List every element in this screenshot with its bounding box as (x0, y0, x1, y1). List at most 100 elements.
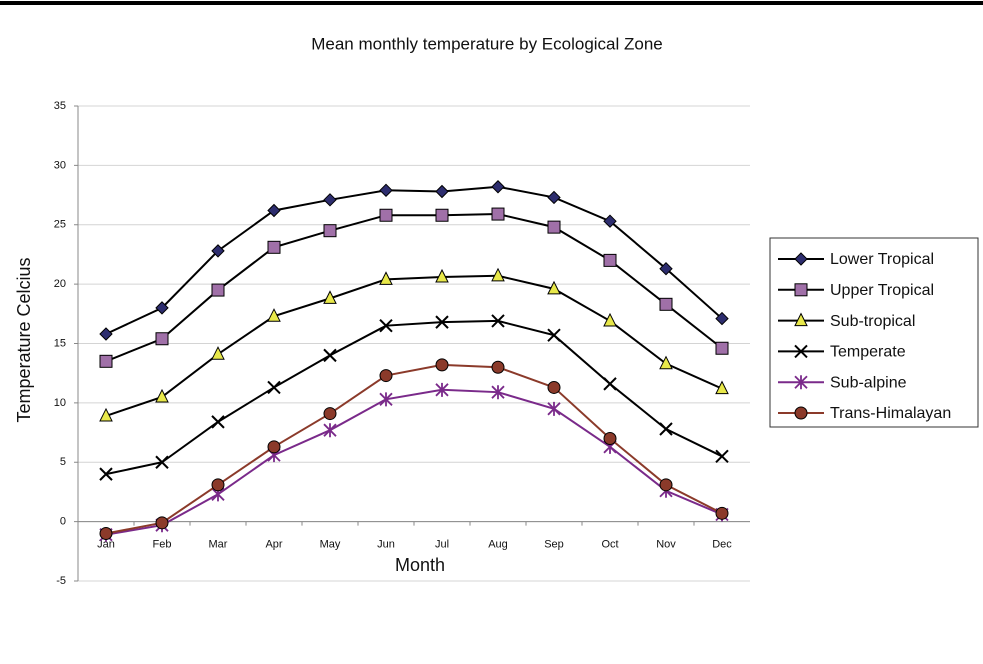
x-axis-title: Month (395, 555, 445, 575)
marker (435, 358, 449, 372)
marker (547, 380, 561, 394)
marker (379, 271, 393, 285)
marker (155, 455, 169, 469)
x-tick-label: Nov (656, 539, 676, 551)
legend-label: Upper Tropical (830, 282, 934, 299)
marker (155, 516, 169, 530)
y-tick-label: 20 (54, 278, 66, 290)
series-line (105, 213, 723, 363)
marker (267, 240, 281, 254)
marker (659, 261, 673, 276)
series-line (105, 388, 723, 536)
marker (547, 190, 561, 205)
marker (267, 440, 281, 454)
legend-label: Trans-Himalayan (830, 405, 951, 422)
marker (603, 432, 617, 445)
marker (491, 207, 505, 221)
y-tick-label: 0 (60, 516, 66, 528)
marker (99, 467, 113, 481)
marker (603, 377, 617, 391)
y-tick-label: 25 (54, 219, 66, 231)
legend-label: Sub-tropical (830, 313, 915, 330)
marker (323, 423, 337, 438)
marker (491, 267, 505, 282)
marker (794, 344, 808, 359)
marker (603, 253, 617, 267)
marker (435, 184, 449, 199)
marker (435, 315, 449, 329)
marker (794, 312, 808, 327)
marker (715, 341, 729, 355)
marker (603, 214, 617, 228)
marker (435, 208, 449, 222)
marker (491, 180, 505, 194)
y-tick-label: 35 (54, 100, 66, 112)
marker (267, 203, 281, 218)
marker (491, 314, 505, 328)
marker (491, 360, 505, 374)
marker (715, 506, 729, 520)
series-line (105, 185, 723, 335)
series-line (105, 274, 723, 417)
marker (211, 244, 225, 258)
marker (659, 422, 673, 436)
x-tick-label: May (320, 539, 341, 551)
marker (435, 382, 449, 397)
marker (794, 252, 808, 266)
marker (379, 369, 393, 383)
legend-label: Temperate (830, 344, 906, 361)
y-tick-label: 10 (54, 397, 66, 409)
marker (491, 385, 505, 400)
marker (323, 290, 337, 304)
legend-label: Lower Tropical (830, 251, 934, 268)
x-tick-label: Jul (435, 539, 449, 551)
marker (435, 268, 449, 283)
y-tick-label: -5 (56, 575, 66, 587)
marker (267, 308, 281, 322)
y-axis-title: Temperature Celcius (14, 257, 34, 422)
x-tick-label: Mar (209, 539, 228, 551)
legend-box (769, 237, 979, 428)
marker (659, 297, 673, 311)
x-tick-label: Oct (601, 539, 618, 551)
legend-label: Sub-alpine (830, 374, 907, 391)
marker (155, 388, 169, 403)
series-line (105, 319, 723, 476)
x-tick-label: Feb (153, 539, 172, 551)
marker (379, 392, 393, 407)
marker (715, 311, 729, 326)
chart-title: Mean monthly temperature by Ecological Z… (311, 34, 663, 53)
marker (323, 407, 337, 421)
marker (659, 355, 673, 370)
marker (99, 354, 113, 368)
y-tick-label: 30 (54, 159, 66, 171)
marker (659, 478, 673, 492)
x-tick-label: Jan (97, 539, 115, 551)
marker (547, 401, 561, 416)
x-tick-label: Dec (712, 539, 732, 551)
marker (794, 406, 808, 420)
marker (547, 220, 561, 234)
marker (794, 283, 808, 297)
marker (99, 407, 113, 422)
marker (379, 318, 393, 333)
marker (211, 415, 225, 429)
marker (715, 380, 729, 395)
marker (155, 332, 169, 346)
marker (211, 283, 225, 297)
top-rule (0, 1, 983, 5)
marker (379, 183, 393, 198)
x-tick-label: Jun (377, 539, 395, 551)
marker (323, 193, 337, 207)
marker (267, 380, 281, 395)
marker (547, 328, 561, 342)
marker (323, 348, 337, 363)
marker (211, 478, 225, 492)
marker (211, 346, 225, 360)
marker (323, 224, 337, 238)
marker (379, 208, 393, 222)
marker (547, 280, 561, 295)
x-tick-label: Aug (488, 539, 508, 551)
marker (99, 327, 113, 341)
